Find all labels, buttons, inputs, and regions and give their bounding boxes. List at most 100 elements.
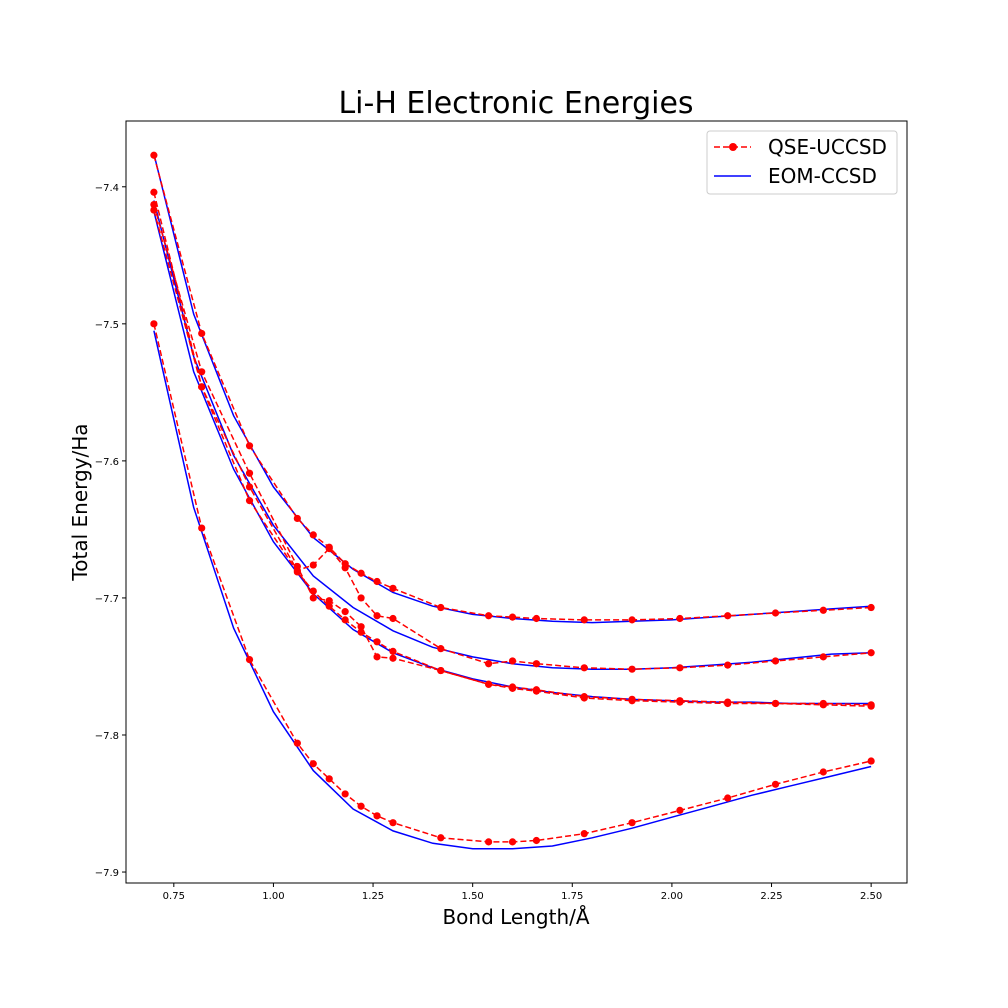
series-line-qse-uccsd: [153, 204, 872, 706]
data-point-qse-uccsd: [676, 614, 684, 623]
series-line-eom-ccsd: [153, 330, 872, 850]
data-point-qse-uccsd: [373, 577, 381, 586]
data-point-qse-uccsd: [628, 616, 636, 624]
data-point-qse-uccsd: [628, 665, 636, 673]
series-line-qse-uccsd: [153, 323, 872, 843]
data-point-qse-uccsd: [532, 614, 541, 623]
data-point-qse-uccsd: [580, 664, 588, 672]
x-tick-label: 2.25: [760, 891, 782, 902]
data-point-qse-uccsd: [293, 514, 301, 523]
series-line-qse-uccsd: [153, 209, 872, 707]
data-point-qse-uccsd: [508, 657, 517, 665]
data-point-qse-uccsd: [485, 612, 493, 620]
chart-title: Li-H Electronic Energies: [338, 86, 693, 121]
data-point-qse-uccsd: [485, 660, 493, 668]
data-point-qse-uccsd: [676, 664, 684, 672]
data-point-qse-uccsd: [532, 660, 541, 668]
data-point-qse-uccsd: [309, 531, 317, 539]
data-point-qse-uccsd: [373, 653, 381, 661]
data-point-qse-uccsd: [150, 151, 158, 159]
data-point-qse-uccsd: [293, 566, 301, 575]
data-point-qse-uccsd: [309, 594, 317, 602]
data-point-qse-uccsd: [150, 201, 158, 209]
legend-label-eom-ccsd: EOM-CCSD: [768, 164, 877, 188]
data-point-qse-uccsd: [508, 613, 517, 621]
data-point-qse-uccsd: [373, 638, 381, 646]
data-point-qse-uccsd: [150, 320, 158, 328]
data-point-qse-uccsd: [580, 616, 588, 624]
data-point-qse-uccsd: [867, 757, 875, 765]
data-point-qse-uccsd: [150, 188, 158, 196]
data-point-qse-uccsd: [245, 656, 254, 664]
data-point-qse-uccsd: [341, 560, 349, 568]
data-point-qse-uccsd: [437, 645, 445, 653]
data-point-qse-uccsd: [867, 603, 875, 612]
data-point-qse-uccsd: [389, 819, 397, 827]
y-tick-label: −7.8: [95, 731, 119, 742]
y-tick-label: −7.4: [95, 183, 119, 194]
data-point-qse-uccsd: [198, 524, 206, 532]
y-tick-label: −7.7: [95, 594, 119, 605]
data-point-qse-uccsd: [819, 768, 827, 776]
x-tick-label: 1.50: [462, 891, 484, 902]
data-point-qse-uccsd: [676, 697, 684, 705]
data-point-qse-uccsd: [309, 587, 317, 595]
x-tick-label: 1.00: [262, 891, 284, 902]
data-point-qse-uccsd: [508, 838, 517, 846]
data-point-qse-uccsd: [819, 699, 827, 708]
data-point-qse-uccsd: [245, 442, 254, 450]
data-point-qse-uccsd: [724, 612, 732, 620]
x-tick-label: 0.75: [163, 891, 185, 902]
data-point-qse-uccsd: [309, 760, 317, 768]
data-point-qse-uccsd: [357, 594, 365, 602]
data-point-qse-uccsd: [580, 830, 588, 838]
data-point-qse-uccsd: [373, 612, 381, 620]
data-point-qse-uccsd: [532, 686, 541, 694]
data-point-qse-uccsd: [293, 739, 301, 747]
x-tick-label: 1.25: [362, 891, 384, 902]
y-tick-label: −7.9: [95, 868, 119, 879]
legend-label-qse-uccsd: QSE-UCCSD: [768, 135, 887, 159]
data-point-qse-uccsd: [325, 602, 333, 610]
legend-box: [706, 130, 898, 195]
data-point-qse-uccsd: [389, 584, 397, 592]
data-point-qse-uccsd: [485, 680, 493, 688]
data-point-qse-uccsd: [325, 597, 333, 605]
data-point-qse-uccsd: [867, 649, 875, 657]
data-point-qse-uccsd: [628, 819, 636, 827]
data-point-qse-uccsd: [309, 561, 317, 569]
x-tick-label: 2.50: [860, 891, 882, 902]
data-point-qse-uccsd: [198, 329, 206, 338]
data-point-qse-uccsd: [724, 698, 732, 706]
series-line-eom-ccsd: [153, 200, 872, 670]
data-point-qse-uccsd: [771, 699, 780, 708]
data-point-qse-uccsd: [198, 383, 206, 391]
data-point-qse-uccsd: [389, 614, 397, 623]
data-point-qse-uccsd: [580, 693, 588, 701]
data-point-qse-uccsd: [325, 775, 333, 783]
data-point-qse-uccsd: [771, 657, 780, 665]
data-point-qse-uccsd: [341, 616, 349, 624]
data-point-qse-uccsd: [508, 683, 517, 691]
data-point-qse-uccsd: [373, 812, 381, 820]
data-point-qse-uccsd: [867, 701, 875, 709]
x-axis: 0.75 1.00 1.25 1.50 1.75 2.00 2.25 2.50: [163, 883, 882, 902]
series-line-qse-uccsd: [153, 155, 872, 621]
data-point-qse-uccsd: [724, 794, 732, 802]
plot-area: [150, 151, 875, 850]
data-point-qse-uccsd: [357, 569, 365, 577]
data-point-qse-uccsd: [628, 695, 636, 703]
data-point-qse-uccsd: [676, 806, 684, 814]
series-line-qse-uccsd: [153, 192, 872, 670]
data-point-qse-uccsd: [532, 836, 541, 845]
data-point-qse-uccsd: [724, 661, 732, 669]
data-point-qse-uccsd: [771, 780, 780, 788]
data-point-qse-uccsd: [771, 609, 780, 617]
data-point-qse-uccsd: [485, 838, 493, 846]
data-point-qse-uccsd: [437, 603, 445, 612]
data-point-qse-uccsd: [325, 543, 333, 551]
data-point-qse-uccsd: [245, 483, 254, 491]
y-axis-title: Total Energy/Ha: [68, 423, 92, 581]
data-point-qse-uccsd: [245, 469, 254, 477]
